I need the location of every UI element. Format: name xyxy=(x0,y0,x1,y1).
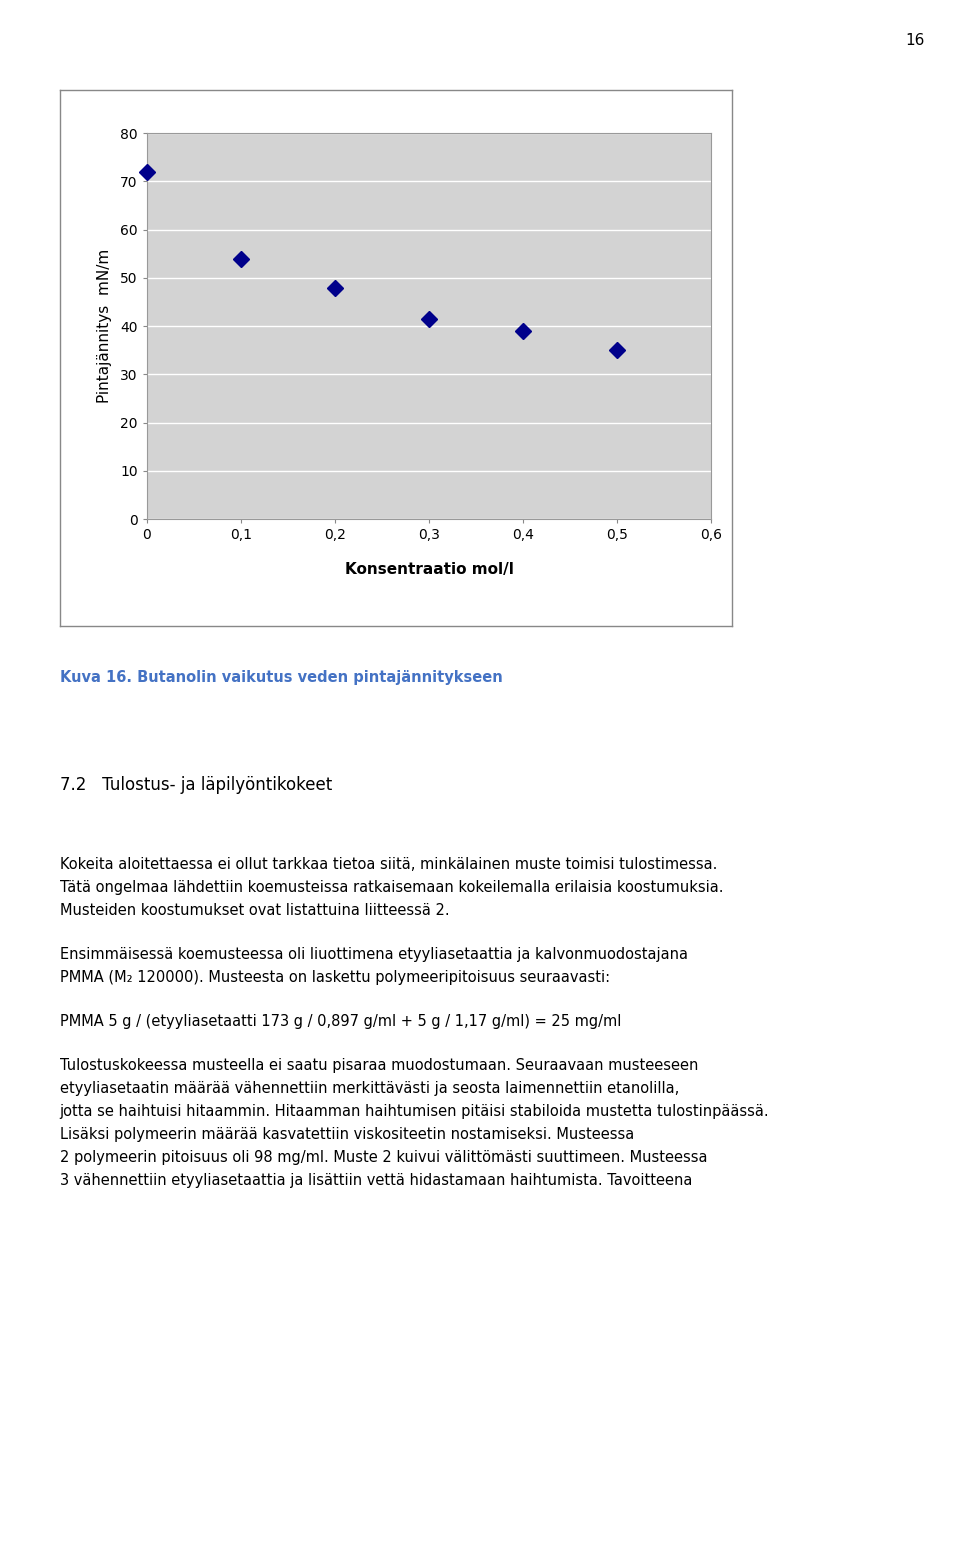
Y-axis label: Pintajännitys  mN/m: Pintajännitys mN/m xyxy=(97,249,112,404)
Text: Musteiden koostumukset ovat listattuina liitteessä 2.: Musteiden koostumukset ovat listattuina … xyxy=(60,904,449,918)
X-axis label: Konsentraatio mol/l: Konsentraatio mol/l xyxy=(345,561,514,576)
Text: Ensimmäisessä koemusteessa oli liuottimena etyyliasetaattia ja kalvonmuodostajan: Ensimmäisessä koemusteessa oli liuottime… xyxy=(60,947,687,961)
Text: PMMA (M₂ 120000). Musteesta on laskettu polymeeripitoisuus seuraavasti:: PMMA (M₂ 120000). Musteesta on laskettu … xyxy=(60,971,610,985)
Text: Lisäksi polymeerin määrää kasvatettiin viskositeetin nostamiseksi. Musteessa: Lisäksi polymeerin määrää kasvatettiin v… xyxy=(60,1126,634,1142)
Text: 2 polymeerin pitoisuus oli 98 mg/ml. Muste 2 kuivui välittömästi suuttimeen. Mus: 2 polymeerin pitoisuus oli 98 mg/ml. Mus… xyxy=(60,1150,707,1165)
Text: PMMA 5 g / (etyyliasetaatti 173 g / 0,897 g/ml + 5 g / 1,17 g/ml) = 25 mg/ml: PMMA 5 g / (etyyliasetaatti 173 g / 0,89… xyxy=(60,1014,621,1028)
Text: Tätä ongelmaa lähdettiin koemusteissa ratkaisemaan kokeilemalla erilaisia koostu: Tätä ongelmaa lähdettiin koemusteissa ra… xyxy=(60,880,723,894)
Text: etyyliasetaatin määrää vähennettiin merkittävästi ja seosta laimennettiin etanol: etyyliasetaatin määrää vähennettiin merk… xyxy=(60,1081,679,1095)
Text: Tulostuskokeessa musteella ei saatu pisaraa muodostumaan. Seuraavaan musteeseen: Tulostuskokeessa musteella ei saatu pisa… xyxy=(60,1058,698,1072)
Text: 3 vähennettiin etyyliasetaattia ja lisättiin vettä hidastamaan haihtumista. Tavo: 3 vähennettiin etyyliasetaattia ja lisät… xyxy=(60,1173,692,1187)
Text: 16: 16 xyxy=(905,33,924,48)
Text: 7.2   Tulostus- ja läpilyöntikokeet: 7.2 Tulostus- ja läpilyöntikokeet xyxy=(60,776,332,795)
Text: Kokeita aloitettaessa ei ollut tarkkaa tietoa siitä, minkälainen muste toimisi t: Kokeita aloitettaessa ei ollut tarkkaa t… xyxy=(60,857,717,872)
Text: jotta se haihtuisi hitaammin. Hitaamman haihtumisen pitäisi stabiloida mustetta : jotta se haihtuisi hitaammin. Hitaamman … xyxy=(60,1103,769,1119)
Text: Kuva 16. Butanolin vaikutus veden pintajännitykseen: Kuva 16. Butanolin vaikutus veden pintaj… xyxy=(60,670,502,686)
